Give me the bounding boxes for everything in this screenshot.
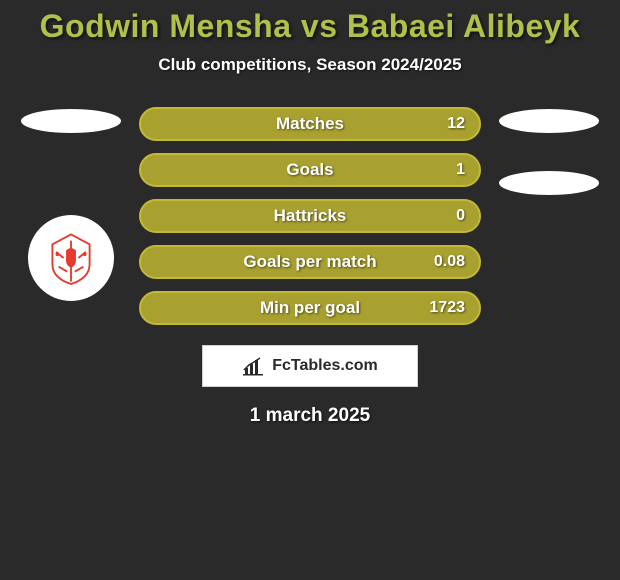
stat-bar-min-per-goal: Min per goal 1723 [139, 291, 481, 325]
stat-value: 1 [456, 161, 465, 179]
stat-value: 0.08 [434, 253, 465, 271]
player-oval-right-1 [499, 109, 599, 133]
date-text: 1 march 2025 [0, 405, 620, 427]
club-badge-left [28, 215, 114, 301]
stat-value: 12 [447, 115, 465, 133]
brand-text: FcTables.com [272, 357, 378, 375]
stat-label: Min per goal [260, 298, 360, 318]
trophy-crest-icon [40, 227, 102, 289]
stat-value: 0 [456, 207, 465, 225]
stat-label: Goals [286, 160, 333, 180]
player-oval-left-1 [21, 109, 121, 133]
brand-badge[interactable]: FcTables.com [202, 345, 418, 387]
stat-label: Hattricks [274, 206, 347, 226]
bar-chart-icon [242, 356, 266, 376]
stat-bar-goals-per-match: Goals per match 0.08 [139, 245, 481, 279]
stat-bar-hattricks: Hattricks 0 [139, 199, 481, 233]
stat-label: Matches [276, 114, 344, 134]
infographic-container: Godwin Mensha vs Babaei Alibeyk Club com… [0, 0, 620, 580]
subtitle: Club competitions, Season 2024/2025 [0, 55, 620, 75]
stat-value: 1723 [429, 299, 465, 317]
page-title: Godwin Mensha vs Babaei Alibeyk [0, 8, 620, 45]
right-player-column [499, 107, 599, 195]
stat-bar-matches: Matches 12 [139, 107, 481, 141]
player-oval-right-2 [499, 171, 599, 195]
main-row: Matches 12 Goals 1 Hattricks 0 Goals per… [0, 107, 620, 325]
left-player-column [21, 107, 121, 301]
stat-bar-goals: Goals 1 [139, 153, 481, 187]
stat-label: Goals per match [243, 252, 376, 272]
stats-column: Matches 12 Goals 1 Hattricks 0 Goals per… [139, 107, 481, 325]
